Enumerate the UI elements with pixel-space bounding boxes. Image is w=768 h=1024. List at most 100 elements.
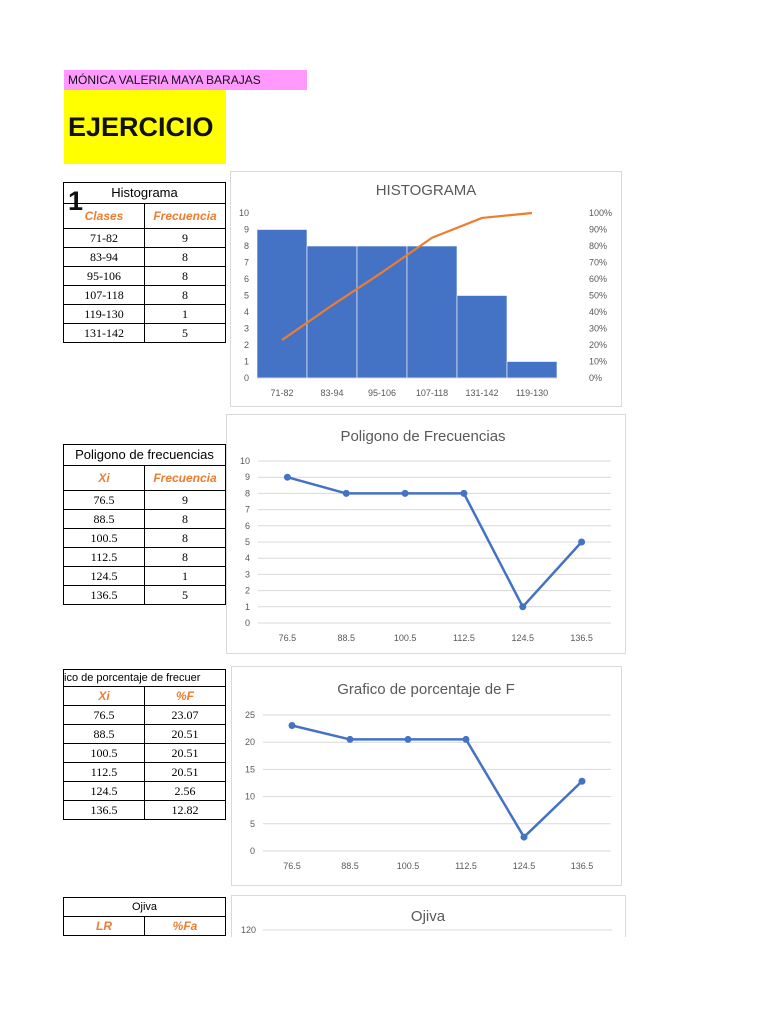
table-row: 107-118 8: [63, 285, 226, 305]
y2-tick-label: 70%: [589, 258, 607, 268]
ojiva-chart-svg: Ojiva 120: [241, 908, 612, 935]
y-tick-label: 0: [250, 846, 255, 856]
table-cell: 8: [144, 266, 226, 286]
table-cell: 124.5: [63, 781, 145, 801]
column-header: Frecuencia: [143, 465, 227, 491]
y-tick-label: 5: [244, 291, 249, 301]
data-point: [578, 538, 586, 546]
y-tick-label: 1: [245, 602, 250, 612]
table-row: 119-130 1: [63, 304, 226, 324]
table-cell: 136.5: [63, 585, 145, 605]
data-point: [288, 721, 296, 729]
porcentaje-table: ico de porcentaje de frecuer Xi %F 76.5 2…: [63, 669, 226, 820]
histogram-bar: [456, 295, 508, 379]
x-tick-label: 88.5: [337, 633, 355, 643]
exercise-title: EJERCICIO 1: [64, 90, 226, 216]
data-point: [520, 833, 528, 841]
histogram-bar: [256, 229, 308, 379]
data-point: [401, 489, 409, 497]
y-tick-label: 7: [244, 258, 249, 268]
table-caption: Histograma: [63, 182, 226, 204]
y-tick-label: 8: [245, 488, 250, 498]
histograma-table: Histograma Clases Frecuencia 71-82 9 83-9…: [63, 182, 226, 343]
y2-tick-label: 100%: [589, 208, 612, 218]
table-cell: 124.5: [63, 566, 145, 586]
table-cell: 12.82: [144, 800, 226, 820]
table-cell: 8: [143, 528, 227, 548]
table-cell: 2.56: [144, 781, 226, 801]
y-tick-label: 6: [245, 521, 250, 531]
table-cell: 8: [144, 247, 226, 267]
chart-title: Grafico de porcentaje de F: [337, 681, 515, 698]
poligono-table: Poligono de frecuencias Xi Frecuencia 76…: [62, 444, 227, 605]
ojiva-chart: Ojiva 120: [231, 895, 626, 937]
table-caption: Poligono de frecuencias: [62, 444, 227, 466]
data-point: [346, 735, 354, 743]
table-cell: 95-106: [63, 266, 145, 286]
histogram-bar: [306, 245, 358, 379]
table-caption: ico de porcentaje de frecuer: [63, 669, 226, 687]
y-tick-label: 120: [241, 925, 256, 935]
y-tick-label: 9: [244, 225, 249, 235]
y-tick-label: 4: [245, 553, 250, 563]
table-cell: 131-142: [63, 323, 145, 343]
data-point: [404, 735, 412, 743]
x-tick-label: 95-106: [368, 388, 396, 398]
series-line: [287, 475, 583, 609]
y2-tick-label: 80%: [589, 241, 607, 251]
poligono-chart: Poligono de Frecuencias 0 1 2 3 4 5 6 7 8 9 10 76.5 8…: [226, 414, 626, 654]
histogram-bar: [356, 245, 408, 379]
x-tick-label: 131-142: [465, 388, 498, 398]
histogram-bar: [406, 245, 458, 379]
column-header: %F: [144, 686, 226, 706]
table-cell: 1: [143, 566, 227, 586]
y-tick-label: 0: [244, 373, 249, 383]
author-name: MÓNICA VALERIA MAYA BARAJAS: [64, 70, 307, 90]
data-point: [283, 473, 291, 481]
cumulative-line: [281, 211, 533, 341]
table-cell: 5: [143, 585, 227, 605]
column-header: Xi: [63, 465, 145, 491]
column-header: %Fa: [144, 916, 226, 936]
y2-tick-label: 30%: [589, 324, 607, 334]
y-tick-label: 0: [245, 618, 250, 628]
table-row: 131-142 5: [63, 323, 226, 343]
x-tick-label: 88.5: [341, 861, 359, 871]
table-cell: 9: [143, 490, 227, 510]
table-cell: 136.5: [63, 800, 145, 820]
y-tick-label: 2: [245, 586, 250, 596]
table-cell: 9: [144, 228, 226, 248]
table-row: 95-106 8: [63, 266, 226, 286]
table-cell: 76.5: [63, 490, 145, 510]
y-tick-label: 5: [245, 537, 250, 547]
y-tick-label: 10: [240, 456, 250, 466]
chart-title: HISTOGRAMA: [376, 182, 477, 199]
y2-tick-label: 0%: [589, 373, 602, 383]
y2-tick-label: 20%: [589, 340, 607, 350]
y2-tick-label: 10%: [589, 357, 607, 367]
y-tick-label: 25: [245, 710, 255, 720]
column-header: LR: [63, 916, 145, 936]
table-cell: 20.51: [144, 724, 226, 744]
x-tick-label: 136.5: [570, 633, 593, 643]
chart-title: Ojiva: [411, 908, 446, 925]
table-row: 83-94 8: [63, 247, 226, 267]
y-tick-label: 15: [245, 764, 255, 774]
table-cell: 8: [143, 509, 227, 529]
table-cell: 100.5: [63, 743, 145, 763]
poligono-chart-svg: Poligono de Frecuencias 0 1 2 3 4 5 6 7 8 9 10 76.5 8…: [240, 428, 611, 643]
y2-tick-label: 40%: [589, 307, 607, 317]
x-tick-label: 107-118: [416, 388, 448, 398]
table-cell: 83-94: [63, 247, 145, 267]
table-cell: 76.5: [63, 705, 145, 725]
histogram-bar: [506, 361, 558, 379]
histograma-chart: HISTOGRAMA 0 1 2 3 4 5 6 7 8 9 10 0% 10% 20% 30% 40% 50% 6…: [230, 171, 622, 407]
x-tick-label: 112.5: [453, 633, 475, 643]
y2-tick-label: 60%: [589, 274, 607, 284]
table-cell: 23.07: [144, 705, 226, 725]
data-point: [519, 603, 527, 611]
table-row: 88.5 8: [63, 509, 227, 529]
porcentaje-chart-svg: Grafico de porcentaje de F 0 5 10 15 20 25 76.5…: [245, 681, 611, 871]
y-tick-label: 3: [245, 569, 250, 579]
table-cell: 112.5: [63, 547, 145, 567]
